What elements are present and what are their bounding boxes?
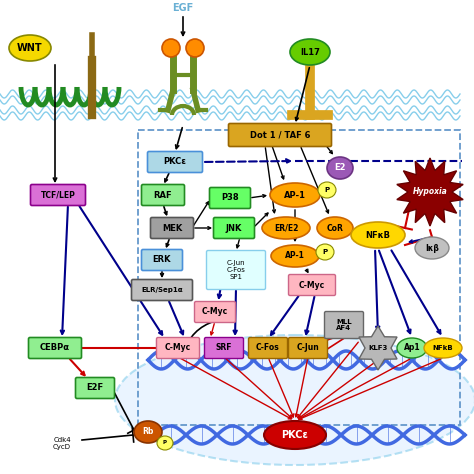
- Ellipse shape: [316, 244, 334, 260]
- FancyBboxPatch shape: [213, 218, 255, 238]
- Text: P: P: [324, 187, 329, 193]
- FancyBboxPatch shape: [142, 249, 182, 271]
- Text: PKCε: PKCε: [164, 157, 186, 166]
- FancyBboxPatch shape: [142, 184, 184, 206]
- Text: IL17: IL17: [300, 47, 320, 56]
- FancyBboxPatch shape: [30, 184, 85, 206]
- Ellipse shape: [134, 421, 162, 443]
- FancyBboxPatch shape: [325, 311, 364, 338]
- Ellipse shape: [290, 39, 330, 65]
- Text: KLF3: KLF3: [368, 345, 388, 351]
- Text: E2: E2: [334, 164, 346, 173]
- Text: C-Jun
C-Fos
SP1: C-Jun C-Fos SP1: [227, 260, 246, 280]
- FancyBboxPatch shape: [147, 152, 202, 173]
- Text: C-Myc: C-Myc: [165, 344, 191, 353]
- Ellipse shape: [186, 39, 204, 57]
- Text: ER/E2: ER/E2: [274, 224, 298, 233]
- Ellipse shape: [415, 237, 449, 259]
- Ellipse shape: [327, 157, 353, 179]
- Ellipse shape: [264, 421, 326, 449]
- Text: Rb: Rb: [142, 428, 154, 437]
- Text: Ap1: Ap1: [404, 344, 420, 353]
- Ellipse shape: [262, 217, 310, 239]
- Text: RAF: RAF: [154, 191, 173, 200]
- FancyBboxPatch shape: [228, 124, 331, 146]
- Text: MLL
AF4: MLL AF4: [336, 319, 352, 331]
- Ellipse shape: [270, 183, 320, 207]
- Text: CoR: CoR: [327, 224, 344, 233]
- Text: SRF: SRF: [216, 344, 232, 353]
- Text: TCF/LEP: TCF/LEP: [41, 191, 75, 200]
- Ellipse shape: [397, 338, 427, 358]
- Text: P38: P38: [221, 193, 239, 202]
- Text: E2F: E2F: [86, 383, 103, 392]
- FancyBboxPatch shape: [28, 337, 82, 358]
- Text: P: P: [163, 440, 167, 446]
- Text: PKCε: PKCε: [282, 430, 309, 440]
- Text: Dot 1 / TAF 6: Dot 1 / TAF 6: [250, 130, 310, 139]
- Text: CEBPα: CEBPα: [40, 344, 70, 353]
- FancyBboxPatch shape: [210, 188, 250, 209]
- Text: WNT: WNT: [17, 43, 43, 53]
- Text: NFkB: NFkB: [433, 345, 453, 351]
- Ellipse shape: [351, 222, 405, 248]
- FancyBboxPatch shape: [194, 301, 236, 322]
- Text: C-Jun: C-Jun: [297, 344, 319, 353]
- Text: ELR/Sep1α: ELR/Sep1α: [141, 287, 183, 293]
- Ellipse shape: [162, 39, 180, 57]
- Text: Hypoxia: Hypoxia: [413, 188, 447, 197]
- Text: AP-1: AP-1: [284, 191, 306, 200]
- FancyBboxPatch shape: [75, 377, 115, 399]
- Text: C-Fos: C-Fos: [256, 344, 280, 353]
- FancyBboxPatch shape: [248, 337, 288, 358]
- Text: Iκβ: Iκβ: [425, 244, 439, 253]
- FancyBboxPatch shape: [289, 274, 336, 295]
- Ellipse shape: [157, 436, 173, 450]
- Ellipse shape: [318, 182, 336, 198]
- Polygon shape: [397, 158, 463, 226]
- Text: ERK: ERK: [153, 255, 171, 264]
- Text: AP-1: AP-1: [285, 252, 305, 261]
- Text: P: P: [322, 249, 328, 255]
- Text: Cdk4
CycD: Cdk4 CycD: [53, 437, 71, 449]
- Ellipse shape: [317, 217, 353, 239]
- Text: C-Myc: C-Myc: [202, 308, 228, 317]
- Polygon shape: [359, 326, 397, 370]
- FancyBboxPatch shape: [207, 250, 265, 290]
- FancyBboxPatch shape: [204, 337, 244, 358]
- Ellipse shape: [424, 338, 462, 358]
- Ellipse shape: [271, 245, 319, 267]
- Text: MEK: MEK: [162, 224, 182, 233]
- Text: C-Myc: C-Myc: [299, 281, 325, 290]
- FancyBboxPatch shape: [289, 337, 328, 358]
- Text: JNK: JNK: [226, 224, 242, 233]
- Ellipse shape: [9, 35, 51, 61]
- Text: EGF: EGF: [173, 3, 193, 13]
- FancyBboxPatch shape: [156, 337, 200, 358]
- Ellipse shape: [115, 335, 474, 465]
- Text: NFκB: NFκB: [365, 230, 391, 239]
- FancyBboxPatch shape: [151, 218, 193, 238]
- FancyBboxPatch shape: [131, 280, 192, 301]
